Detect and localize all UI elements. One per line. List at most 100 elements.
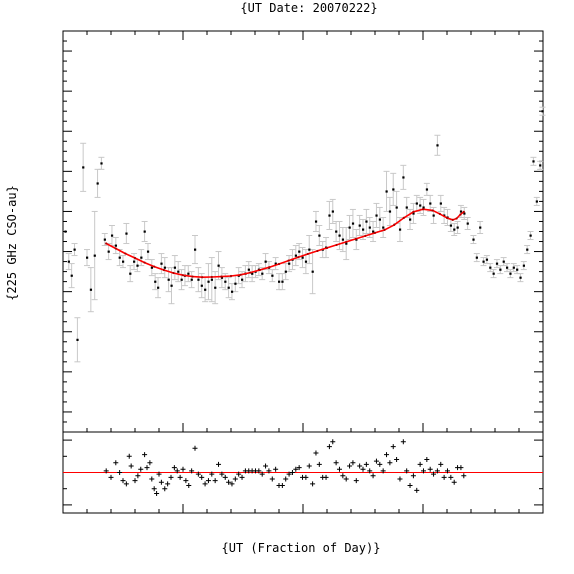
residual-point [347,463,353,469]
data-point [230,290,234,293]
data-point [241,278,244,281]
residual-point [363,461,369,467]
data-point [318,234,321,237]
data-point [294,254,297,257]
data-point [170,284,173,287]
residual-point [263,463,269,469]
residual-point [404,468,410,474]
residual-point [458,465,464,471]
fit-point [383,228,386,231]
residual-point [149,476,155,482]
data-point [419,204,422,207]
data-point [140,256,143,259]
residual-point [448,474,454,480]
residual-point [168,474,174,480]
data-point [516,268,519,271]
data-point [509,272,512,275]
residual-point [156,471,162,477]
data-point [485,258,489,261]
residual-point [269,476,275,482]
residual-point [108,474,114,480]
residual-point [444,468,450,474]
data-point [311,270,314,273]
residual-point [313,450,319,456]
data-point [341,238,345,241]
data-point [345,242,348,245]
fit-point [316,249,319,253]
residual-point [186,482,192,488]
data-point [298,250,301,253]
data-point [495,262,499,265]
residual-point [236,471,242,477]
fit-point [402,216,405,219]
residual-point [397,476,403,482]
data-point [368,226,371,229]
data-point [459,210,463,213]
fit-point [229,274,233,278]
residual-point [400,439,406,445]
y-axis-label: {225 GHz CSO-au} [5,185,19,301]
data-point [187,272,190,275]
fit-point [431,209,434,212]
data-point [125,232,128,235]
residual-point [390,444,396,450]
fit-point [421,208,425,211]
data-point [110,234,114,237]
data-point [405,206,408,209]
fit-point [306,252,309,256]
residual-point [279,482,285,488]
residual-point [286,471,292,477]
fit-point [191,275,194,278]
residual-point [174,468,180,474]
residual-point [451,479,457,485]
fit-point [268,266,271,269]
fit-point [455,217,458,220]
top-panel [62,30,546,433]
data-point [541,110,544,113]
data-point [247,268,250,271]
data-point [398,228,402,231]
data-point [463,212,466,215]
residual-point [123,481,129,487]
data-point [157,286,160,289]
data-point [136,264,139,267]
data-point [529,234,532,237]
data-point [506,266,509,269]
fit-point [445,216,449,219]
data-point [173,266,177,269]
data-point [217,264,220,267]
data-point [449,224,453,227]
data-point [415,202,418,205]
fit-point [133,256,137,260]
data-point [535,200,538,203]
residual-point [165,481,171,487]
residual-point [266,468,272,474]
residual-point [189,468,195,474]
residual-point [303,474,309,480]
fit-point [438,212,441,215]
data-point [227,286,230,289]
x-axis-label: {UT (Fraction of Day)} [222,541,381,555]
data-point [133,260,136,263]
data-point [492,272,495,275]
data-point [197,278,200,281]
data-point [335,230,338,233]
data-point [456,226,459,229]
fit-point [105,242,108,245]
residual-point [132,478,138,484]
residual-point [135,473,141,479]
residual-point [259,471,265,477]
residual-point [461,473,467,479]
fit-point [287,259,290,262]
fit-point [220,275,223,278]
residual-point [340,473,346,479]
data-point [348,226,351,229]
residual-point [306,463,312,469]
data-point [301,256,304,259]
residual-point [232,476,238,482]
residual-point [138,466,144,472]
data-point [261,272,264,275]
fit-point [364,234,367,238]
data-point [154,280,157,283]
